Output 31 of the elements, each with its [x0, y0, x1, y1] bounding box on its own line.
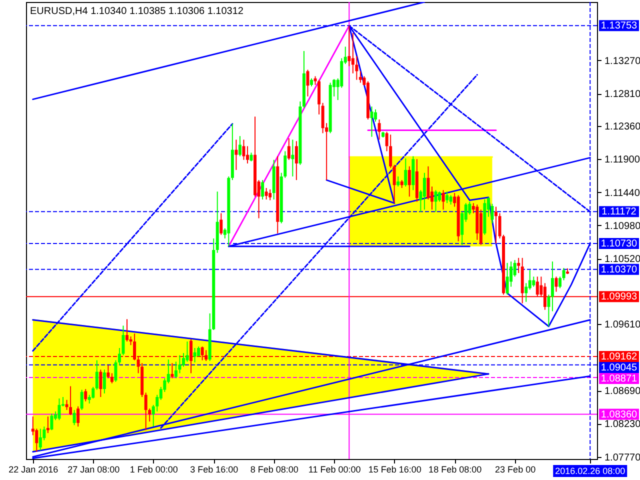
y-tick-label: 1.08690 — [604, 386, 640, 398]
ref-line-label: 1.08871 — [600, 374, 638, 384]
ref-line-label: 1.09162 — [600, 352, 638, 362]
y-tick-label: 1.07770 — [604, 452, 640, 464]
y-tick-label: 1.09610 — [604, 320, 640, 331]
x-tick-label: 3 Feb 16:00 — [190, 464, 238, 474]
x-tick-label: 8 Feb 08:00 — [250, 464, 298, 474]
x-tick-label: 18 Feb 08:00 — [428, 464, 482, 474]
x-tick-label: 2016.02.26 08:00 — [555, 466, 626, 476]
y-tick-label: 1.10520 — [604, 254, 640, 266]
x-tick-label: 15 Feb 16:00 — [368, 464, 422, 474]
x-tick-label: 23 Feb 00 — [495, 464, 536, 474]
ref-line-label: 1.09993 — [600, 292, 638, 303]
y-tick-label: 1.13270 — [604, 56, 640, 67]
y-tick-label: 1.11440 — [604, 188, 640, 199]
chart-title: EURUSD,H4 1.10340 1.10385 1.10306 1.10312 — [30, 6, 244, 17]
x-tick-label: 27 Jan 08:00 — [68, 464, 120, 474]
ref-line-label: 1.09045 — [600, 362, 638, 374]
ref-line-label: 1.10370 — [600, 264, 638, 276]
ref-line-label: 1.13753 — [600, 20, 638, 32]
y-tick-label: 1.12360 — [604, 121, 640, 132]
y-tick-label: 1.08230 — [604, 419, 640, 430]
x-tick-label: 22 Jan 2016 — [8, 464, 58, 474]
ref-line-label: 1.08360 — [600, 409, 638, 420]
y-tick-label: 1.10980 — [604, 220, 640, 232]
ref-line-label: 1.10730 — [600, 238, 638, 250]
x-tick-label: 11 Feb 00:00 — [308, 464, 361, 474]
ref-line-label: 1.11172 — [602, 206, 637, 218]
y-tick-label: 1.11900 — [604, 154, 640, 166]
x-tick-label: 1 Feb 00:00 — [130, 464, 178, 474]
y-tick-label: 1.12810 — [604, 89, 640, 100]
